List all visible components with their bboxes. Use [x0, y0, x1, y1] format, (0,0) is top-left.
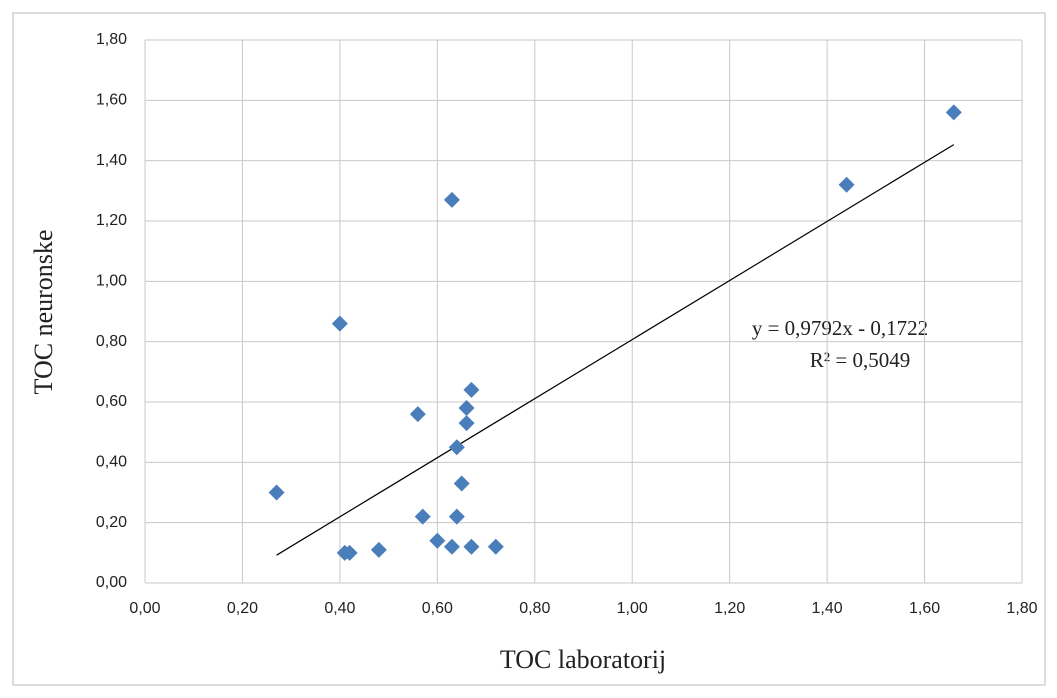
y-tick-label: 1,60	[96, 92, 127, 109]
x-tick-label: 1,20	[714, 600, 745, 617]
x-tick-label: 1,80	[1006, 600, 1037, 617]
point	[463, 538, 480, 555]
point	[331, 315, 348, 332]
y-tick-label: 0,40	[96, 454, 127, 471]
y-axis-label: TOC neuronske	[29, 230, 58, 395]
point	[453, 475, 470, 492]
point	[443, 191, 460, 208]
x-tick-label: 0,40	[324, 600, 355, 617]
trendline	[276, 144, 955, 556]
x-tick-label: 0,80	[519, 600, 550, 617]
y-tick-label: 0,80	[96, 333, 127, 350]
y-tick-label: 0,60	[96, 393, 127, 410]
y-tick-label: 1,40	[96, 152, 127, 169]
point	[838, 176, 855, 193]
point	[458, 415, 475, 432]
y-tick-label: 1,80	[96, 31, 127, 48]
chart-frame	[12, 12, 1046, 686]
point	[414, 508, 431, 525]
y-tick-label: 0,00	[96, 574, 127, 591]
x-tick-label: 0,00	[129, 600, 160, 617]
point	[448, 439, 465, 456]
x-tick-label: 1,40	[812, 600, 843, 617]
point	[429, 532, 446, 549]
x-tick-label: 0,20	[227, 600, 258, 617]
x-axis-label: TOC laboratorij	[500, 645, 666, 674]
point	[268, 484, 285, 501]
y-tick-label: 0,20	[96, 514, 127, 531]
x-tick-label: 1,00	[617, 600, 648, 617]
y-tick-label: 1,00	[96, 273, 127, 290]
point	[409, 406, 426, 423]
point	[487, 538, 504, 555]
x-tick-label: 0,60	[422, 600, 453, 617]
trendline-equation: y = 0,9792x - 0,1722	[752, 316, 928, 340]
point	[448, 508, 465, 525]
point	[341, 544, 358, 561]
y-tick-label: 1,20	[96, 212, 127, 229]
r-squared: R² = 0,5049	[810, 348, 910, 372]
point	[945, 104, 962, 121]
point	[463, 381, 480, 398]
point	[370, 541, 387, 558]
x-tick-label: 1,60	[909, 600, 940, 617]
point	[443, 538, 460, 555]
point	[458, 400, 475, 417]
